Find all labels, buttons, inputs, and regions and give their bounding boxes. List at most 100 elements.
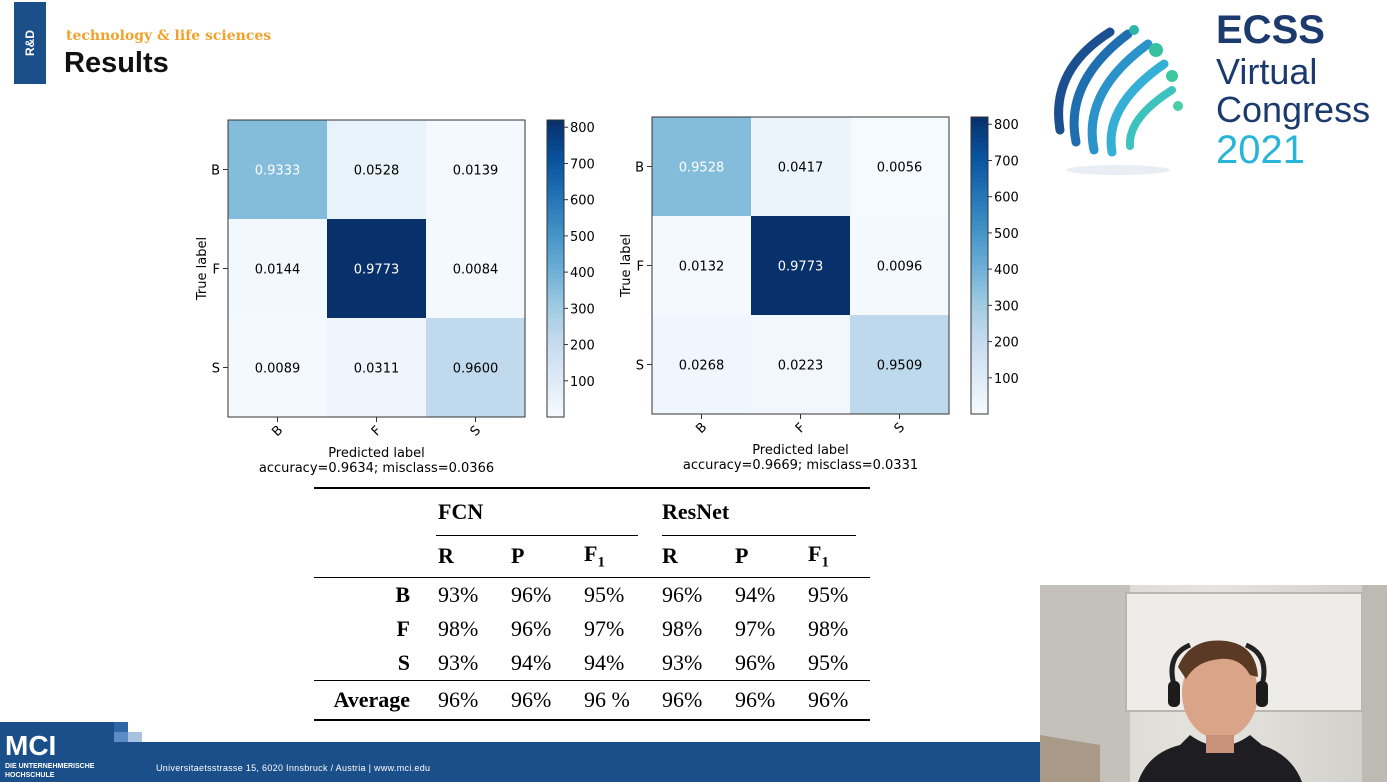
col-header: R bbox=[438, 543, 454, 568]
colorbar-segment bbox=[971, 196, 988, 202]
colorbar-segment bbox=[547, 387, 564, 393]
colorbar-segment bbox=[971, 186, 988, 192]
table-cell: 95% bbox=[808, 577, 870, 612]
colorbar-segment bbox=[547, 352, 564, 359]
colorbar-segment bbox=[547, 342, 564, 349]
colorbar-segment bbox=[547, 154, 564, 161]
mci-logo-tiles-icon bbox=[0, 722, 142, 782]
resnet-group-underline bbox=[662, 535, 856, 536]
colorbar-segment bbox=[547, 263, 564, 269]
colorbar-tick-label: 700 bbox=[994, 154, 1019, 169]
footer-address: Universitaetsstrasse 15, 6020 Innsbruck … bbox=[156, 763, 431, 773]
col-header-subscript: 1 bbox=[597, 554, 605, 571]
colorbar-segment bbox=[971, 235, 988, 242]
mci-tagline-line-2: HOCHSCHULE bbox=[5, 772, 55, 779]
colorbar-segment bbox=[547, 144, 564, 151]
cell-value-label: 0.0144 bbox=[255, 263, 301, 278]
colorbar-tick-label: 600 bbox=[994, 191, 1019, 206]
heatmap-cell bbox=[426, 120, 525, 219]
cell-value-label: 0.0056 bbox=[877, 161, 923, 176]
colorbar-frame bbox=[546, 119, 565, 418]
colorbar-segment bbox=[547, 194, 564, 200]
colorbar-segment bbox=[971, 315, 988, 321]
colorbar-segment bbox=[971, 394, 988, 400]
row-label: F bbox=[396, 616, 410, 641]
colorbar-segment bbox=[547, 204, 564, 210]
colorbar-segment bbox=[547, 397, 564, 403]
colorbar-segment bbox=[547, 139, 564, 146]
group-header-fcn: FCN bbox=[438, 499, 484, 524]
colorbar-segment bbox=[971, 354, 988, 361]
colorbar-segment bbox=[547, 243, 564, 250]
colorbar-segment bbox=[547, 372, 564, 378]
colorbar-segment bbox=[547, 293, 564, 299]
cell-value-label: 0.9333 bbox=[255, 164, 301, 179]
colorbar-segment bbox=[547, 392, 564, 398]
colorbar-segment bbox=[547, 327, 564, 334]
ecss-line-1: ECSS bbox=[1216, 8, 1325, 52]
colorbar-segment bbox=[547, 278, 564, 284]
heatmap-cell bbox=[228, 120, 327, 219]
colorbar-segment bbox=[971, 136, 988, 143]
colorbar-segment bbox=[547, 288, 564, 294]
heatmap-cell bbox=[327, 318, 426, 417]
col-header: P bbox=[735, 543, 749, 568]
presenter-webcam bbox=[1040, 585, 1387, 782]
colorbar-segment bbox=[547, 134, 564, 141]
table-cell: 98% bbox=[808, 616, 849, 641]
colorbar-segment bbox=[971, 255, 988, 262]
colorbar-segment bbox=[971, 260, 988, 266]
colorbar-segment bbox=[971, 384, 988, 390]
sub-spacer bbox=[314, 535, 438, 578]
colorbar-segment bbox=[971, 310, 988, 316]
colorbar-segment bbox=[971, 329, 988, 336]
heatmap-cell bbox=[751, 216, 850, 315]
col-header-text: F bbox=[808, 540, 822, 566]
table-cell: 94% bbox=[735, 577, 808, 612]
colorbar-segment bbox=[547, 189, 564, 195]
colorbar-segment bbox=[971, 245, 988, 252]
mci-tagline-line-1: DIE UNTERNEHMERISCHE bbox=[5, 763, 95, 770]
colorbar-segment bbox=[547, 377, 564, 383]
colorbar-segment bbox=[971, 344, 988, 351]
presenter-video-frame bbox=[1040, 585, 1387, 782]
colorbar-segment bbox=[547, 402, 564, 408]
confusion-matrix-fcn: 0.9333 0.0528 0.0139 0.0144 0.9773 0.0084 0.00… bbox=[195, 119, 595, 476]
colorbar-segment bbox=[971, 409, 988, 415]
colorbar-segment bbox=[971, 216, 988, 222]
cell-value-label: 0.0223 bbox=[778, 359, 824, 374]
x-axis-label: Predicted label bbox=[752, 443, 849, 458]
colorbar-segment bbox=[547, 318, 564, 324]
x-tick-label: B bbox=[269, 423, 286, 440]
colorbar-tick-label: 100 bbox=[570, 375, 595, 390]
table-cell: 96% bbox=[511, 616, 552, 641]
colorbar-segment bbox=[971, 334, 988, 341]
heatmap-cell bbox=[850, 117, 949, 216]
metrics-table: FCN ResNet R P F1 R P F1 B 93% 96% 95% 9… bbox=[314, 487, 870, 721]
row-label: B bbox=[314, 577, 438, 612]
table-cell: 96% bbox=[735, 680, 808, 719]
colorbar-tick-label: 600 bbox=[570, 194, 595, 209]
colorbar-segment bbox=[971, 250, 988, 257]
table-row: B 93% 96% 95% 96% 94% 95% bbox=[314, 577, 870, 612]
colorbar-segment bbox=[547, 283, 564, 289]
ecss-line-3: Congress bbox=[1216, 89, 1371, 130]
table-cell: 96% bbox=[511, 680, 584, 719]
colorbar-segment bbox=[971, 339, 988, 346]
accuracy-caption: accuracy=0.9634; misclass=0.0366 bbox=[259, 461, 494, 476]
colorbar-segment bbox=[971, 121, 988, 128]
colorbar-segment bbox=[547, 199, 564, 205]
colorbar-segment bbox=[971, 300, 988, 306]
footer-bar: Universitaetsstrasse 15, 6020 Innsbruck … bbox=[0, 742, 1040, 782]
colorbar-segment bbox=[971, 374, 988, 380]
colorbar-segment bbox=[971, 280, 988, 286]
group-header-resnet: ResNet bbox=[662, 499, 730, 524]
confusion-matrix-resnet: 0.9528 0.0417 0.0056 0.0132 0.9773 0.0096 0.02… bbox=[619, 116, 1019, 473]
colorbar-segment bbox=[971, 399, 988, 405]
y-tick-label: B bbox=[635, 161, 644, 176]
colorbar-segment bbox=[971, 220, 988, 227]
table-row: F 98% 96% 97% 98% 97% 98% bbox=[314, 612, 870, 646]
colorbar-tick-label: 700 bbox=[570, 157, 595, 172]
colorbar-segment bbox=[547, 184, 564, 190]
y-tick-label: S bbox=[212, 362, 220, 377]
